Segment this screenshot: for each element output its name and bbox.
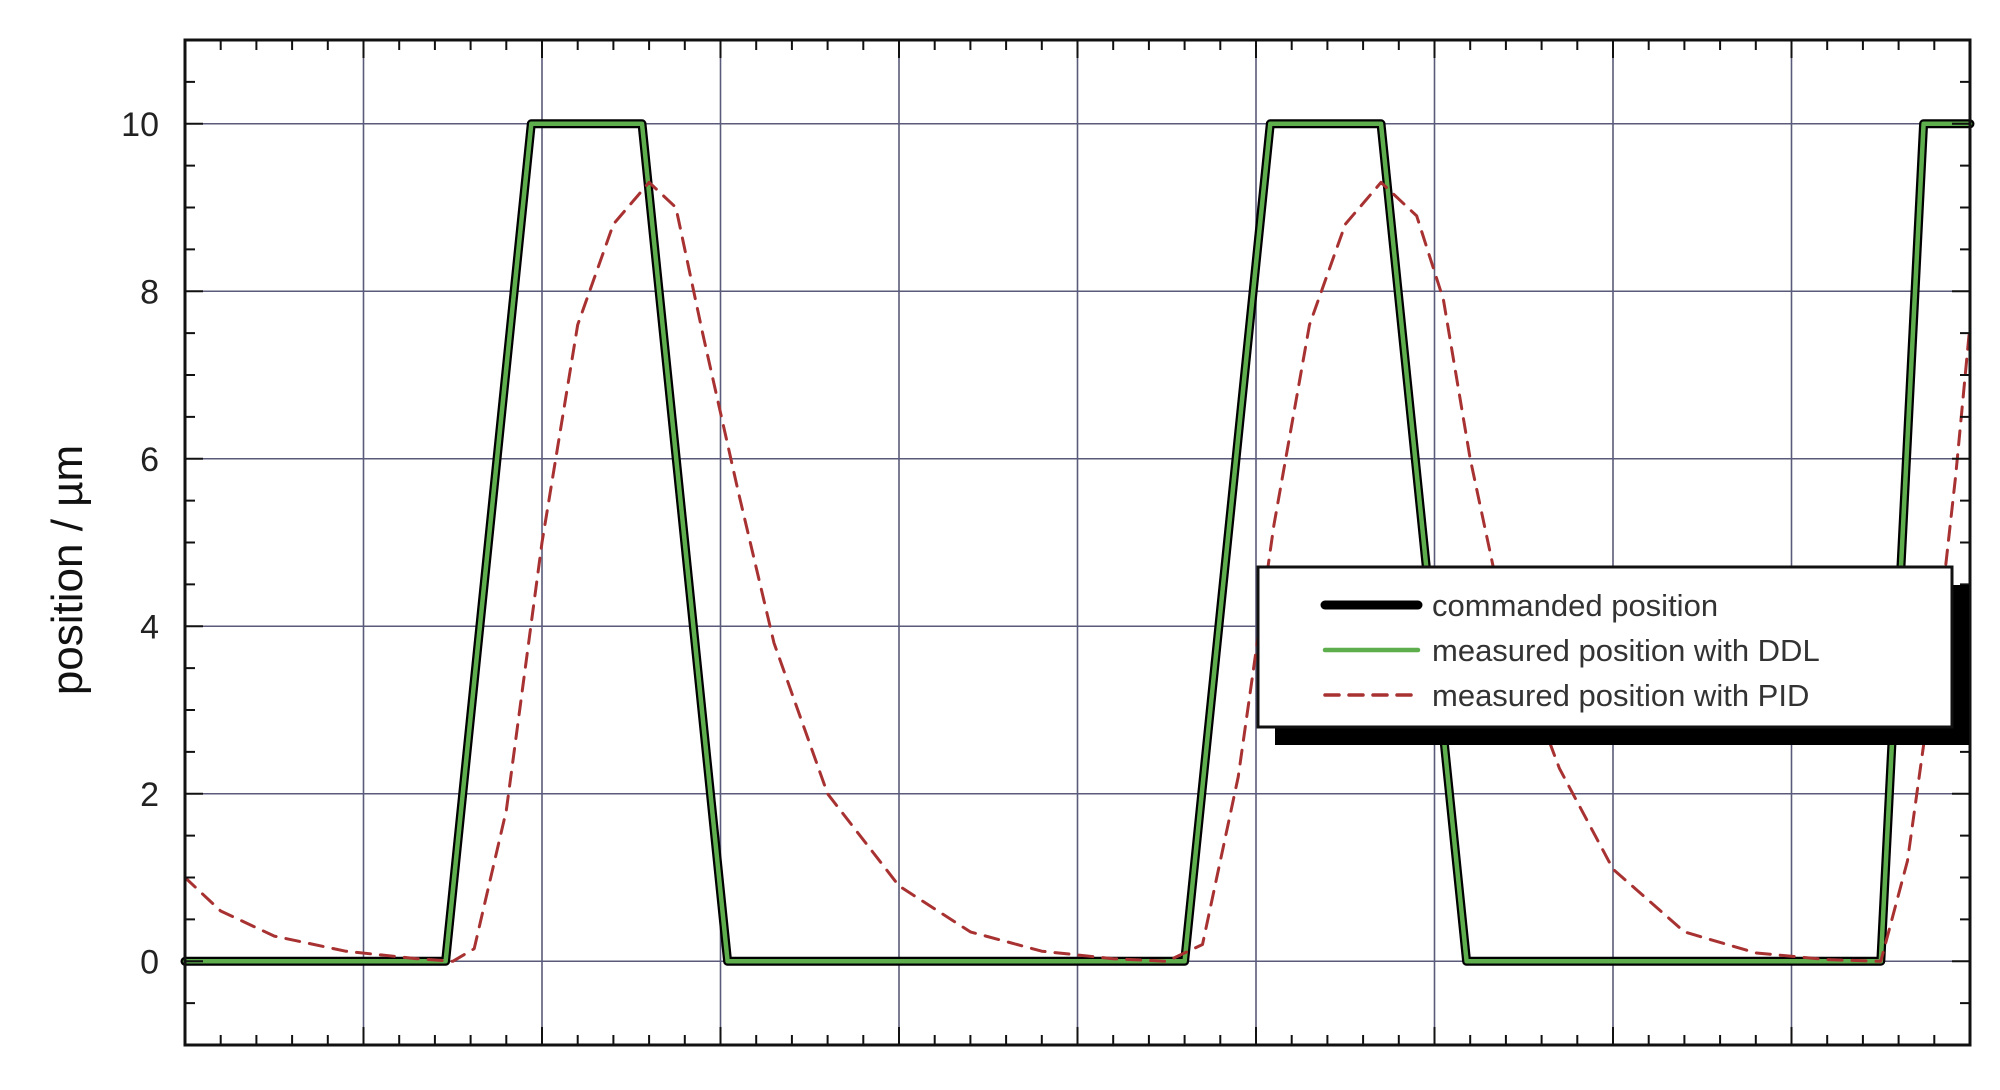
series-line-2 — [183, 180, 1972, 963]
legend-label-commanded: commanded position — [1432, 588, 1718, 623]
y-tick-label: 8 — [140, 273, 159, 311]
y-tick-label: 4 — [140, 608, 159, 646]
legend: commanded position measured position wit… — [1256, 565, 1969, 745]
y-tick-label: 10 — [121, 106, 159, 144]
legend-label-ddl: measured position with DDL — [1432, 633, 1820, 668]
legend-label-pid: measured position with PID — [1432, 678, 1809, 713]
tick-layer: 0 2 4 6 8 10 — [121, 40, 1970, 1045]
legend-box — [1256, 565, 1954, 729]
series-layer — [180, 119, 1975, 966]
y-axis-title: position / µm — [43, 445, 92, 695]
y-tick-label: 6 — [140, 441, 159, 479]
y-tick-label: 2 — [140, 776, 159, 814]
label-layer: position / µm — [43, 445, 92, 695]
y-tick-label: 0 — [140, 943, 159, 981]
